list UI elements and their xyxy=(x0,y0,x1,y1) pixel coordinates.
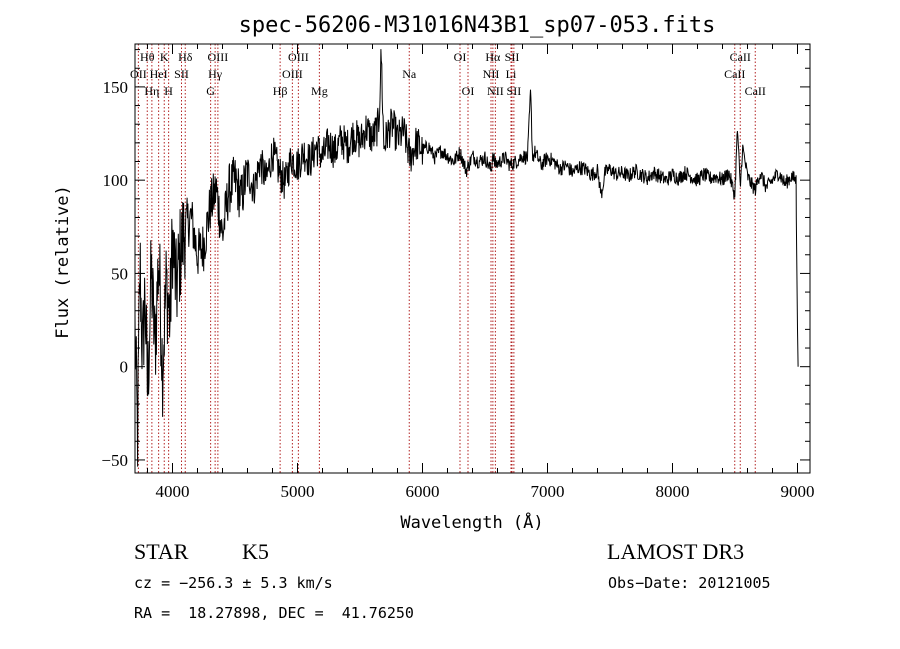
marker-label: OIII xyxy=(282,67,303,81)
y-tick-label: 150 xyxy=(103,78,129,97)
marker-label: SII xyxy=(507,84,522,98)
y-tick-label: 100 xyxy=(103,171,129,190)
marker-label: Hδ xyxy=(178,50,193,64)
y-tick-label: −50 xyxy=(101,451,128,470)
marker-labels: OIIHθHηHeIKHSIIHδGHγOIIIHβOIIIOIIIMgNaOI… xyxy=(130,50,766,98)
object-subclass: K5 xyxy=(242,539,269,564)
marker-label: Na xyxy=(402,67,417,81)
marker-label: OI xyxy=(454,50,467,64)
marker-label: H xyxy=(164,84,173,98)
x-tick-label: 6000 xyxy=(406,482,440,501)
marker-label: SII xyxy=(174,67,189,81)
marker-label: CaII xyxy=(730,50,751,64)
marker-label: Hβ xyxy=(273,84,288,98)
marker-label: OII xyxy=(130,67,147,81)
x-tick-label: 5000 xyxy=(281,482,315,501)
y-tick-label: 0 xyxy=(120,358,129,377)
x-axis-label: Wavelength (Å) xyxy=(400,511,543,533)
y-tick-label: 50 xyxy=(111,264,128,283)
marker-label: CaII xyxy=(745,84,766,98)
marker-label: NII xyxy=(487,84,504,98)
obs-date-line: Obs−Date: 20121005 xyxy=(608,574,771,592)
y-axis-label: Flux (relative) xyxy=(53,185,73,339)
marker-label: K xyxy=(160,50,169,64)
object-class: STAR xyxy=(134,539,189,564)
marker-label: OI xyxy=(462,84,475,98)
plot-frame xyxy=(134,43,811,474)
marker-label: Hη xyxy=(144,84,159,98)
marker-label: Hγ xyxy=(208,67,223,81)
marker-label: G xyxy=(206,84,215,98)
survey-name: LAMOST DR3 xyxy=(607,539,745,564)
marker-label: Hθ xyxy=(140,50,155,64)
marker-label: SII xyxy=(505,50,520,64)
marker-label: CaII xyxy=(724,67,745,81)
marker-label: OIII xyxy=(208,50,229,64)
x-tick-label: 7000 xyxy=(531,482,565,501)
spectrum-series-line xyxy=(134,49,799,467)
marker-label: HeI xyxy=(150,67,168,81)
chart-title: spec-56206-M31016N43B1_sp07-053.fits xyxy=(239,13,716,38)
y-axis: −50 0 50 100 150 xyxy=(101,49,810,470)
marker-label: OIII xyxy=(288,50,309,64)
marker-label: NII xyxy=(483,67,500,81)
x-tick-label: 4000 xyxy=(156,482,190,501)
x-tick-label: 8000 xyxy=(656,482,690,501)
x-axis: 4000 5000 6000 7000 8000 9000 xyxy=(147,44,815,501)
marker-label: Mg xyxy=(311,84,328,98)
redshift-line: cz = −256.3 ± 5.3 km/s xyxy=(134,574,333,592)
coordinates-line: RA = 18.27898, DEC = 41.76250 xyxy=(134,604,414,622)
marker-label: Hα xyxy=(485,50,501,64)
marker-lines xyxy=(137,44,756,473)
x-tick-label: 9000 xyxy=(781,482,815,501)
marker-label: Li xyxy=(506,67,517,81)
